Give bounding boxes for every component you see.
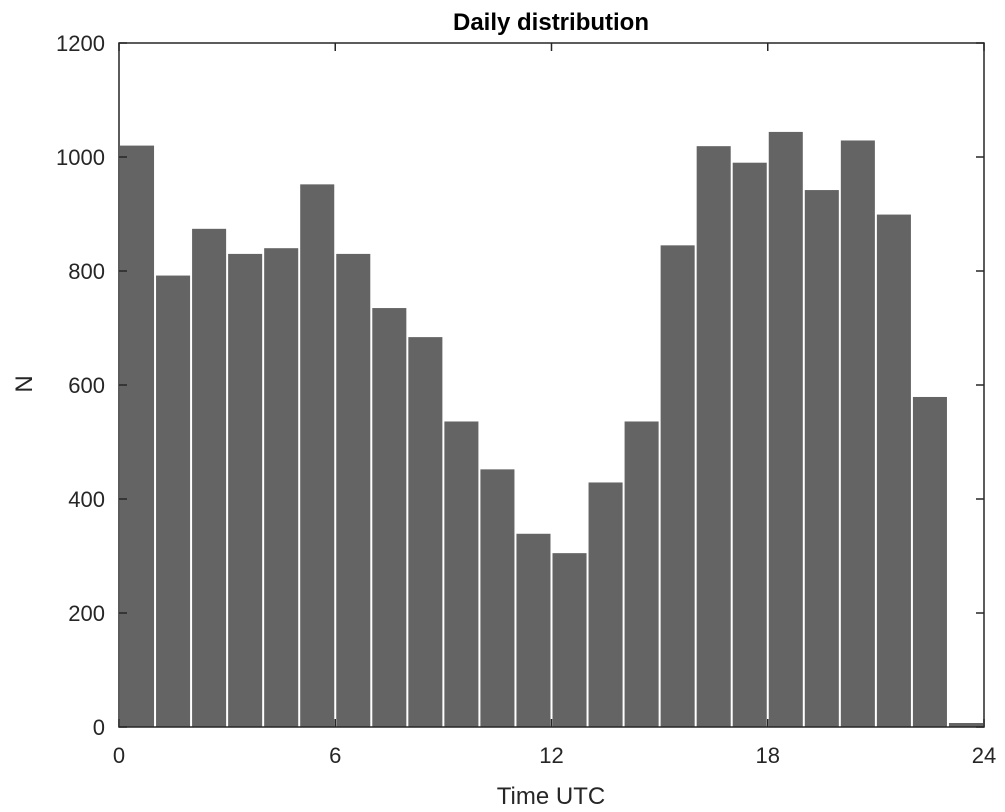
ticks-layer [118, 42, 985, 728]
bar-7 [372, 308, 407, 727]
bar-15 [660, 245, 695, 727]
bar-8 [408, 337, 443, 727]
y-tick-label: 600 [68, 373, 105, 398]
bar-20 [840, 140, 875, 728]
bar-6 [336, 253, 371, 727]
tick-labels-layer: 0 6 12 18 24 0 200 400 600 800 1000 1200 [56, 31, 996, 768]
bar-1 [156, 275, 191, 727]
y-tick-label: 1000 [56, 145, 105, 170]
bar-12 [552, 553, 587, 727]
bar-16 [696, 146, 731, 728]
bars-layer [120, 131, 983, 728]
bar-9 [444, 421, 479, 727]
y-axis-title: N [11, 375, 38, 392]
bar-3 [228, 253, 263, 727]
bar-11 [516, 533, 551, 727]
bar-18 [768, 131, 803, 728]
y-tick-label: 1200 [56, 31, 105, 56]
y-tick-label: 200 [68, 601, 105, 626]
chart-title: Daily distribution [453, 9, 649, 36]
bar-13 [588, 482, 623, 727]
x-tick-label: 6 [329, 743, 341, 768]
bar-23 [948, 723, 983, 727]
y-tick-label: 0 [93, 715, 105, 740]
x-tick-label: 12 [539, 743, 563, 768]
bar-21 [876, 214, 911, 727]
bar-4 [264, 248, 299, 727]
bar-2 [192, 228, 227, 727]
y-tick-label: 400 [68, 487, 105, 512]
bar-17 [732, 162, 767, 727]
x-axis-title: Time UTC [497, 783, 605, 810]
bar-0 [120, 145, 155, 728]
bar-10 [480, 469, 515, 727]
bar-5 [300, 184, 335, 728]
x-tick-label: 0 [113, 743, 125, 768]
bar-14 [624, 421, 659, 727]
x-tick-label: 18 [756, 743, 780, 768]
x-tick-label: 24 [972, 743, 996, 768]
bar-19 [804, 190, 839, 727]
bar-22 [912, 396, 947, 727]
y-tick-label: 800 [68, 259, 105, 284]
